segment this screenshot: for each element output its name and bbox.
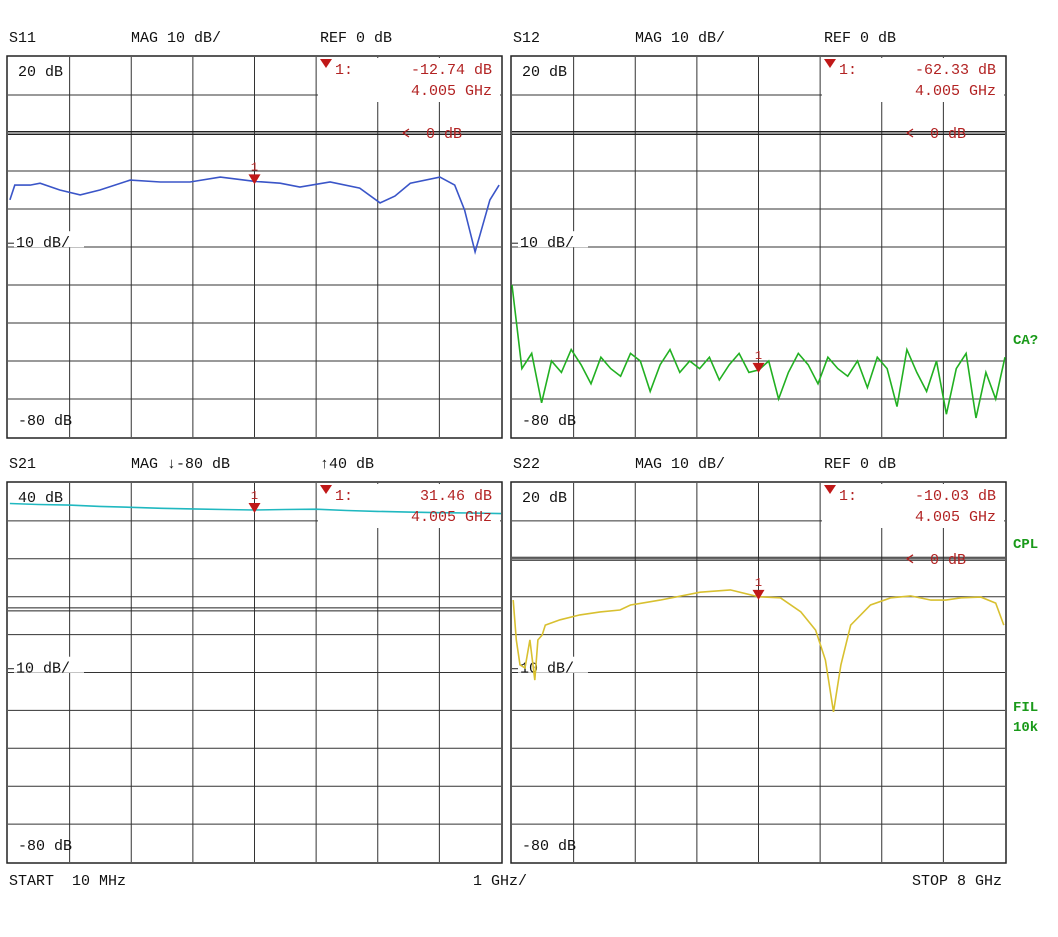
- marker-prefix: 1:: [839, 488, 857, 505]
- marker-number: 1: [755, 349, 762, 363]
- reference-arrow: [401, 128, 410, 138]
- scale-label: 10 dB/: [16, 235, 70, 252]
- scale-label-bg: [14, 231, 84, 248]
- marker-number: 1: [755, 576, 762, 590]
- marker: [752, 362, 765, 373]
- trace-format: MAG 10 dB/: [635, 456, 725, 473]
- plot-frame: [510, 481, 1007, 864]
- y-tick-label: 20 dB: [522, 64, 567, 81]
- reference-arrow: [905, 128, 914, 138]
- footer-stop: STOP 8 GHz: [912, 873, 1002, 890]
- marker-readout-icon: [320, 59, 332, 68]
- trace-format: MAG ↓-80 dB: [131, 456, 230, 473]
- y-tick-label: -80 dB: [522, 838, 576, 855]
- marker-prefix: 1:: [335, 62, 353, 79]
- marker: [752, 589, 765, 600]
- y-tick-label: -80 dB: [522, 413, 576, 430]
- marker: [248, 174, 261, 185]
- plot-frame: [6, 55, 503, 439]
- marker-readout-bg: [822, 58, 1004, 102]
- marker-readout-icon: [320, 485, 332, 494]
- reference-label: 0 dB: [426, 126, 462, 143]
- y-tick-label: 20 dB: [522, 490, 567, 507]
- panel: S22 MAG 10 dB/REF 0 dB 0 dB 20 dB -80 dB 10 d…: [510, 456, 1007, 864]
- y-tick-label: 20 dB: [18, 64, 63, 81]
- scale-label: 10 dB/: [520, 661, 574, 678]
- marker-frequency: 4.005 GHz: [915, 83, 996, 100]
- scale-label-bg: [14, 656, 84, 673]
- trace-reference: REF 0 dB: [824, 30, 896, 47]
- marker-readout-icon: [824, 485, 836, 494]
- marker: [248, 502, 261, 513]
- y-tick-label: -80 dB: [18, 413, 72, 430]
- trace-format: MAG 10 dB/: [131, 30, 221, 47]
- trace-reference: REF 0 dB: [824, 456, 896, 473]
- panel: S21 MAG ↓-80 dB ↑40 dB 40 dB -80 dB 10 dB/1 1:…: [6, 456, 503, 864]
- trace: [9, 176, 500, 255]
- marker-prefix: 1:: [335, 488, 353, 505]
- marker-value: 31.46 dB: [420, 488, 492, 505]
- scale-label: 10 dB/: [16, 661, 70, 678]
- plot-frame: [510, 55, 1007, 439]
- marker-frequency: 4.005 GHz: [411, 83, 492, 100]
- side-label: 10k: [1013, 720, 1038, 736]
- trace-title: S21: [9, 456, 36, 473]
- reference-arrow: [905, 554, 914, 564]
- marker-value: -62.33 dB: [915, 62, 996, 79]
- marker-frequency: 4.005 GHz: [915, 509, 996, 526]
- marker-number: 1: [251, 489, 258, 503]
- side-label: FIL: [1013, 700, 1038, 716]
- trace-title: S11: [9, 30, 36, 47]
- scale-label: 10 dB/: [520, 235, 574, 252]
- marker-readout-icon: [824, 59, 836, 68]
- marker-value: -12.74 dB: [411, 62, 492, 79]
- reference-label: 0 dB: [930, 126, 966, 143]
- plot-frame: [6, 481, 503, 864]
- trace-title: S12: [513, 30, 540, 47]
- y-tick-label: 40 dB: [18, 490, 63, 507]
- reference-label: 0 dB: [930, 552, 966, 569]
- marker-number: 1: [251, 160, 258, 174]
- trace-title: S22: [513, 456, 540, 473]
- marker-prefix: 1:: [839, 62, 857, 79]
- y-tick-label: -80 dB: [18, 838, 72, 855]
- panel: S11 MAG 10 dB/REF 0 dB 0 dB 20 dB -80 dB 10 d…: [6, 30, 503, 439]
- trace: [512, 589, 1005, 713]
- footer-span: 1 GHz/: [473, 873, 527, 890]
- marker-readout-bg: [318, 484, 500, 528]
- marker-readout-bg: [318, 58, 500, 102]
- trace-format: MAG 10 dB/: [635, 30, 725, 47]
- side-label: CPL: [1013, 537, 1038, 553]
- trace-reference: REF 0 dB: [320, 30, 392, 47]
- side-label: CA?: [1013, 333, 1038, 349]
- panel: S12 MAG 10 dB/REF 0 dB 0 dB 20 dB -80 dB 10 d…: [510, 30, 1007, 439]
- trace-reference: ↑40 dB: [320, 456, 374, 473]
- scale-label-bg: [518, 231, 588, 248]
- footer-start: START 10 MHz: [9, 873, 126, 890]
- marker-readout-bg: [822, 484, 1004, 528]
- marker-value: -10.03 dB: [915, 488, 996, 505]
- marker-frequency: 4.005 GHz: [411, 509, 492, 526]
